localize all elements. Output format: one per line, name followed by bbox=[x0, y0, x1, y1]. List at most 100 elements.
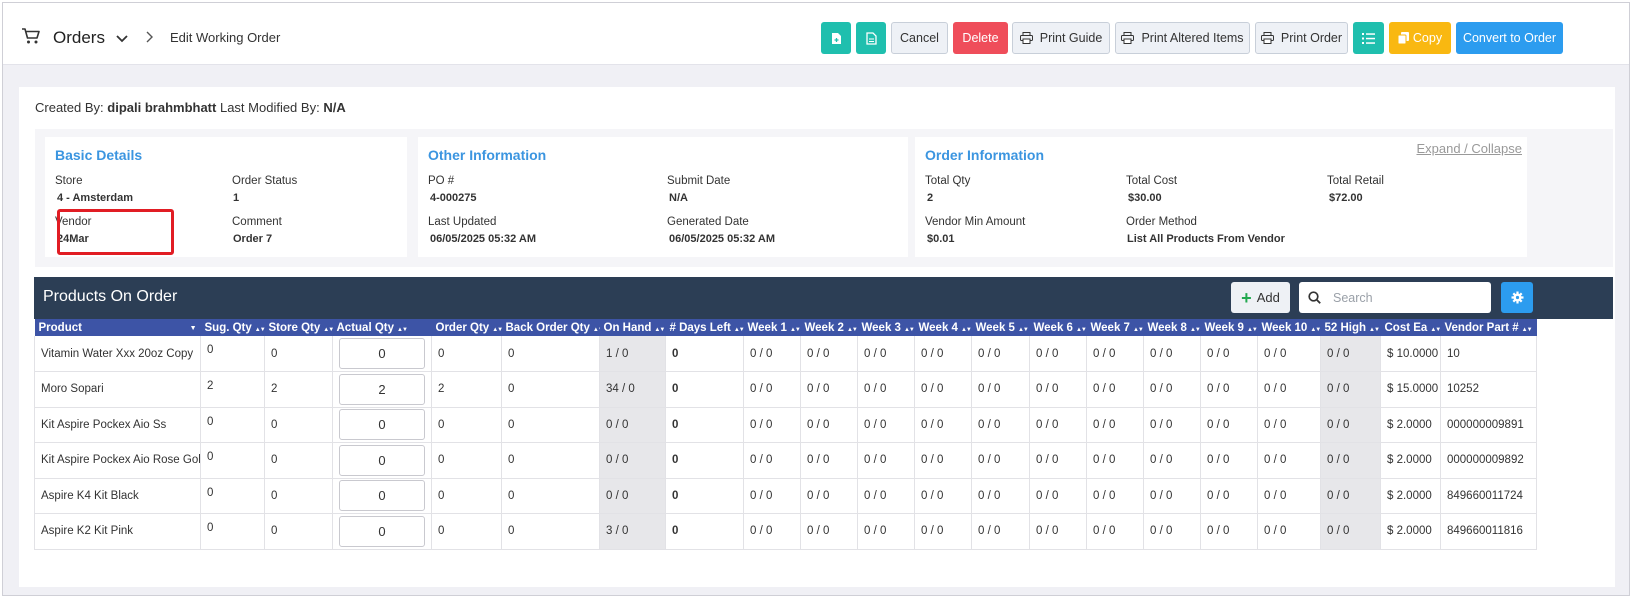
column-header[interactable]: Week 8 ▲▼ bbox=[1143, 319, 1201, 336]
last-updated-label: Last Updated bbox=[428, 216, 497, 228]
sort-icon[interactable]: ▲▼ bbox=[733, 326, 744, 333]
days-left-cell: 0 bbox=[665, 478, 744, 514]
sort-icon[interactable]: ▲▼ bbox=[1075, 326, 1087, 333]
sort-icon[interactable]: ▲▼ bbox=[323, 326, 333, 333]
copy-button[interactable]: Copy bbox=[1389, 22, 1451, 54]
po-label: PO # bbox=[428, 175, 455, 187]
sort-icon[interactable]: ▲▼ bbox=[1246, 326, 1258, 333]
table-row: Kit Aspire Pockex Aio Rose Gold 0 0 0 0 0 0 / … bbox=[34, 442, 1537, 479]
column-header[interactable]: Actual Qty ▲▼ bbox=[332, 319, 432, 336]
print-order-button[interactable]: Print Order bbox=[1255, 22, 1348, 54]
week-4-cell: 0 / 0 bbox=[914, 478, 972, 514]
column-header-label: Week 1 bbox=[747, 321, 787, 334]
column-header[interactable]: Sug. Qty ▲▼ bbox=[200, 319, 265, 336]
week-4-cell: 0 / 0 bbox=[914, 442, 972, 479]
column-header[interactable]: Back Order Qty▲▼ bbox=[501, 319, 600, 336]
column-header[interactable]: Vendor Part # ▲▼ bbox=[1440, 319, 1537, 336]
expand-collapse-link[interactable]: Expand / Collapse bbox=[1416, 141, 1522, 156]
products-header: Products On Order + Add Search bbox=[34, 277, 1613, 319]
cost-ea-cell: $ 2.0000 bbox=[1380, 513, 1441, 550]
product-name[interactable]: Aspire K4 Kit Black bbox=[34, 478, 201, 514]
sort-icon[interactable]: ▲▼ bbox=[846, 326, 858, 333]
column-header[interactable]: # Days Left ▲▼ bbox=[665, 319, 744, 336]
sort-icon[interactable]: ▲▼ bbox=[1189, 326, 1201, 333]
sort-icon[interactable]: ▲▼ bbox=[1310, 326, 1321, 333]
column-header-label: Cost Ea bbox=[1384, 321, 1428, 334]
back-order-qty-cell: 0 bbox=[501, 336, 600, 372]
sort-icon[interactable]: ▲▼ bbox=[903, 326, 915, 333]
total-cost-value: $30.00 bbox=[1128, 192, 1162, 204]
add-file-button[interactable] bbox=[821, 22, 851, 54]
column-header-label: On Hand bbox=[603, 321, 652, 334]
column-header[interactable]: Week 3 ▲▼ bbox=[857, 319, 915, 336]
search-input[interactable]: Search bbox=[1299, 282, 1491, 313]
product-name[interactable]: Moro Sopari bbox=[34, 371, 201, 408]
week-8-cell: 0 / 0 bbox=[1143, 371, 1201, 408]
actual-qty-input[interactable]: 0 bbox=[339, 409, 425, 441]
column-header[interactable]: Week 4 ▲▼ bbox=[914, 319, 972, 336]
actual-qty-input[interactable]: 0 bbox=[339, 338, 425, 369]
column-header[interactable]: Product ▼ bbox=[34, 319, 201, 336]
convert-to-order-button[interactable]: Convert to Order bbox=[1456, 22, 1563, 54]
print-guide-button[interactable]: Print Guide bbox=[1012, 22, 1110, 54]
delete-button[interactable]: Delete bbox=[953, 22, 1008, 54]
cancel-button[interactable]: Cancel bbox=[891, 22, 948, 54]
week-10-cell: 0 / 0 bbox=[1257, 336, 1321, 372]
grid-settings-button[interactable] bbox=[1501, 282, 1533, 313]
submit-date-label: Submit Date bbox=[667, 175, 731, 187]
column-header[interactable]: Week 6 ▲▼ bbox=[1029, 319, 1087, 336]
sort-icon[interactable]: ▲▼ bbox=[1430, 326, 1441, 333]
sort-icon[interactable]: ▲▼ bbox=[1369, 326, 1380, 333]
total-qty-label: Total Qty bbox=[925, 175, 971, 187]
sort-icon[interactable]: ▼ bbox=[189, 324, 197, 332]
week-10-cell: 0 / 0 bbox=[1257, 442, 1321, 479]
print-altered-button[interactable]: Print Altered Items bbox=[1115, 22, 1250, 54]
column-header[interactable]: Week 1 ▲▼ bbox=[743, 319, 801, 336]
list-view-button[interactable] bbox=[1353, 22, 1384, 54]
column-header[interactable]: Cost Ea ▲▼ bbox=[1380, 319, 1441, 336]
column-header[interactable]: Week 9 ▲▼ bbox=[1200, 319, 1258, 336]
actual-qty-input[interactable]: 0 bbox=[339, 515, 425, 547]
order-qty-cell: 0 bbox=[431, 478, 502, 514]
actual-qty-input[interactable]: 0 bbox=[339, 480, 425, 512]
column-header[interactable]: Week 10 ▲▼ bbox=[1257, 319, 1321, 336]
actual-qty-input[interactable]: 0 bbox=[339, 444, 425, 476]
column-header[interactable]: Week 2 ▲▼ bbox=[800, 319, 858, 336]
product-name[interactable]: Kit Aspire Pockex Aio Rose Gold bbox=[34, 442, 201, 479]
column-header[interactable]: Store Qty ▲▼ bbox=[264, 319, 333, 336]
table-header-row: Product ▼ Sug. Qty ▲▼ Store Qty ▲▼ Actual Qty ▲… bbox=[34, 319, 1537, 336]
week-5-cell: 0 / 0 bbox=[971, 478, 1030, 514]
column-header[interactable]: Week 7 ▲▼ bbox=[1086, 319, 1144, 336]
column-header-label: Week 9 bbox=[1204, 321, 1244, 334]
copy-label: Copy bbox=[1412, 31, 1443, 45]
sort-icon[interactable]: ▲▼ bbox=[492, 326, 502, 333]
product-name[interactable]: Kit Aspire Pockex Aio Ss bbox=[34, 407, 201, 443]
column-header[interactable]: Week 5 ▲▼ bbox=[971, 319, 1030, 336]
sort-icon[interactable]: ▲▼ bbox=[1521, 326, 1533, 333]
product-name[interactable]: Aspire K2 Kit Pink bbox=[34, 513, 201, 550]
sug-qty-cell: 2 bbox=[200, 371, 265, 408]
sort-icon[interactable]: ▲▼ bbox=[654, 326, 665, 333]
high-52-cell: 0 / 0 bbox=[1320, 513, 1381, 550]
sort-icon[interactable]: ▲▼ bbox=[789, 326, 801, 333]
column-header[interactable]: Order Qty ▲▼ bbox=[431, 319, 502, 336]
sort-icon[interactable]: ▲▼ bbox=[397, 326, 408, 333]
chevron-down-icon[interactable] bbox=[116, 34, 128, 43]
week-2-cell: 0 / 0 bbox=[800, 336, 858, 372]
product-name[interactable]: Vitamin Water Xxx 20oz Copy bbox=[34, 336, 201, 372]
sort-icon[interactable]: ▲▼ bbox=[254, 326, 265, 333]
sort-icon[interactable]: ▲▼ bbox=[592, 326, 600, 333]
week-3-cell: 0 / 0 bbox=[857, 336, 915, 372]
actual-qty-cell: 0 bbox=[332, 442, 432, 479]
actual-qty-input[interactable]: 2 bbox=[339, 373, 425, 405]
week-4-cell: 0 / 0 bbox=[914, 336, 972, 372]
column-header[interactable]: On Hand ▲▼ bbox=[599, 319, 666, 336]
column-header[interactable]: 52 High ▲▼ bbox=[1320, 319, 1381, 336]
add-product-button[interactable]: + Add bbox=[1231, 282, 1290, 313]
file-text-button[interactable] bbox=[856, 22, 886, 54]
sort-icon[interactable]: ▲▼ bbox=[1132, 326, 1144, 333]
sort-icon[interactable]: ▲▼ bbox=[960, 326, 972, 333]
sort-icon[interactable]: ▲▼ bbox=[1017, 326, 1029, 333]
